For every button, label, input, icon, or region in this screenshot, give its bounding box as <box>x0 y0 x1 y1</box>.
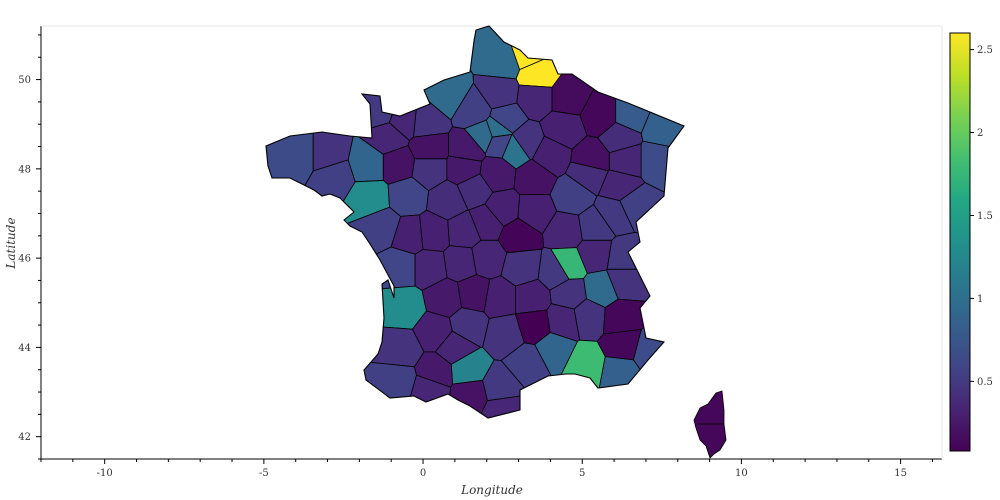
x-tick-label: 15 <box>894 468 907 479</box>
department-cell <box>457 274 491 313</box>
department-cell <box>603 298 672 335</box>
colorbar-tick-label: 1.5 <box>977 211 993 222</box>
department-cell <box>640 26 684 154</box>
department-cell <box>500 26 616 70</box>
y-tick-label: 48 <box>18 164 31 175</box>
department-cell <box>312 85 355 172</box>
france-outline <box>265 25 685 419</box>
department-cell <box>445 379 488 418</box>
department-cell <box>606 232 684 270</box>
department-cell <box>266 26 314 282</box>
corsica-region <box>693 390 727 459</box>
axis-ticks: -10 -5 0 5 10 15 42 44 46 48 50 <box>18 34 933 479</box>
department-cell <box>407 132 449 160</box>
mainland-departments <box>266 26 684 418</box>
colorbar-ticks: 0.5 1 1.5 2 2.5 <box>970 45 993 388</box>
x-axis-title: Longitude <box>460 483 523 497</box>
department-cell <box>266 285 427 330</box>
axes-frame <box>40 25 943 460</box>
colorbar-tick-label: 1 <box>977 294 983 305</box>
y-axis-title: Latitude <box>4 217 18 269</box>
x-tick-label: -10 <box>97 468 113 479</box>
x-tick-label: 10 <box>735 468 748 479</box>
department-cell <box>573 298 606 342</box>
y-tick-label: 44 <box>18 343 31 354</box>
corsica-polygon <box>693 390 727 459</box>
department-cell <box>606 268 684 304</box>
y-tick-label: 42 <box>18 432 31 443</box>
x-tick-label: -5 <box>259 468 269 479</box>
department-cell <box>435 26 521 80</box>
y-tick-label: 50 <box>18 75 31 86</box>
colorbar-tick-label: 0.5 <box>977 377 993 388</box>
department-cell <box>446 155 483 186</box>
department-cell <box>633 293 684 403</box>
department-cell <box>645 372 684 418</box>
colorbar-tick-label: 2.5 <box>977 45 993 56</box>
x-tick-label: 0 <box>420 468 426 479</box>
colorbar: 0.5 1 1.5 2 2.5 <box>949 32 993 452</box>
department-cell <box>274 26 408 134</box>
y-tick-label: 46 <box>18 254 31 265</box>
x-tick-label: 5 <box>579 468 585 479</box>
department-polygons <box>265 25 685 419</box>
colorbar-tick-label: 2 <box>977 128 983 139</box>
colorbar-gradient <box>949 32 971 452</box>
